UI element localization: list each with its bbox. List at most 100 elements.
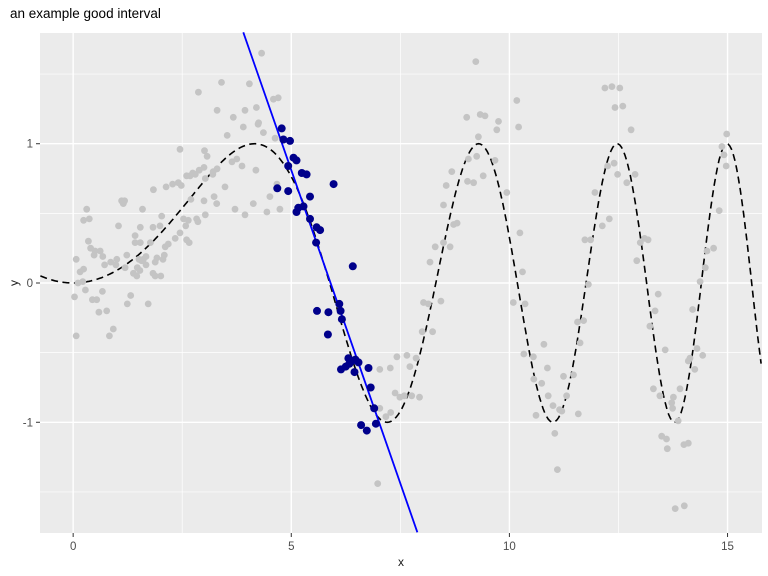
background-point	[619, 102, 627, 110]
background-point	[142, 261, 150, 269]
background-point	[696, 278, 704, 285]
background-point	[481, 112, 489, 120]
background-point	[418, 328, 426, 336]
background-point	[162, 183, 170, 191]
y-tick-label: -1	[23, 417, 33, 429]
interval-point	[313, 306, 321, 315]
background-point	[442, 182, 450, 189]
background-point	[80, 265, 87, 273]
interval-point	[337, 315, 346, 324]
background-point	[520, 350, 528, 358]
interval-point	[292, 156, 301, 165]
background-point	[611, 104, 619, 111]
background-point	[79, 278, 87, 285]
background-point	[239, 123, 247, 131]
background-point	[151, 272, 159, 280]
background-point	[231, 205, 239, 213]
background-point	[382, 413, 390, 421]
background-point	[544, 392, 552, 400]
y-tick-label: 1	[27, 139, 33, 151]
x-axis-title: x	[398, 555, 404, 569]
background-point	[493, 126, 501, 134]
background-point	[671, 505, 679, 512]
background-point	[213, 165, 221, 173]
y-tick-label: 0	[27, 278, 33, 290]
interval-point	[279, 135, 288, 144]
background-point	[627, 126, 635, 134]
background-point	[72, 255, 80, 263]
background-point	[631, 171, 639, 178]
background-point	[475, 133, 482, 141]
background-point	[437, 297, 445, 305]
background-point	[223, 132, 231, 139]
background-point	[274, 94, 282, 102]
background-point	[663, 435, 670, 443]
background-point	[229, 113, 237, 121]
interval-point	[362, 426, 371, 435]
background-point	[91, 247, 99, 255]
background-point	[376, 404, 384, 412]
background-point	[210, 193, 218, 201]
background-point	[440, 201, 447, 209]
background-point	[238, 162, 246, 170]
background-point	[587, 236, 594, 244]
background-point	[260, 129, 267, 137]
background-point	[689, 306, 696, 313]
background-point	[147, 239, 154, 247]
background-point	[127, 292, 135, 299]
interval-point	[306, 192, 314, 201]
background-point	[95, 308, 103, 316]
background-point	[540, 340, 548, 348]
background-point	[107, 258, 115, 266]
interval-point	[366, 383, 375, 392]
background-point	[387, 409, 395, 416]
background-point	[184, 216, 192, 224]
background-point	[185, 239, 193, 247]
background-point	[213, 106, 221, 114]
background-point	[654, 290, 662, 298]
background-point	[463, 113, 471, 121]
plot-title: an example good interval	[10, 6, 161, 21]
background-point	[233, 155, 241, 163]
background-point	[376, 366, 384, 373]
background-point	[391, 389, 399, 397]
background-point	[200, 197, 208, 205]
background-point	[271, 134, 279, 142]
background-point	[650, 385, 657, 393]
background-point	[532, 411, 540, 419]
background-point	[255, 119, 262, 127]
background-point	[513, 97, 521, 104]
background-point	[123, 251, 131, 259]
background-point	[686, 354, 694, 362]
background-point	[182, 222, 190, 230]
background-point	[693, 345, 701, 352]
background-point	[431, 243, 439, 251]
background-point	[515, 123, 522, 131]
background-point	[115, 222, 122, 230]
background-point	[605, 215, 613, 223]
y-axis-title: y	[7, 280, 21, 286]
background-point	[201, 175, 209, 182]
interval-point	[370, 404, 379, 413]
background-point	[614, 171, 621, 178]
background-point	[221, 183, 229, 191]
background-point	[549, 402, 557, 409]
background-point	[157, 272, 165, 280]
background-point	[276, 205, 284, 213]
background-point	[703, 247, 711, 255]
background-point	[403, 352, 411, 359]
background-point	[249, 200, 257, 208]
interval-point	[323, 330, 332, 339]
background-point	[201, 211, 209, 219]
background-point	[610, 159, 618, 167]
background-point	[85, 215, 93, 223]
background-point	[591, 189, 599, 196]
background-point	[472, 58, 480, 65]
background-point	[158, 212, 166, 220]
background-point	[699, 352, 707, 359]
background-point	[241, 211, 249, 219]
background-point	[156, 222, 164, 230]
background-point	[623, 179, 631, 187]
background-point	[429, 328, 436, 336]
